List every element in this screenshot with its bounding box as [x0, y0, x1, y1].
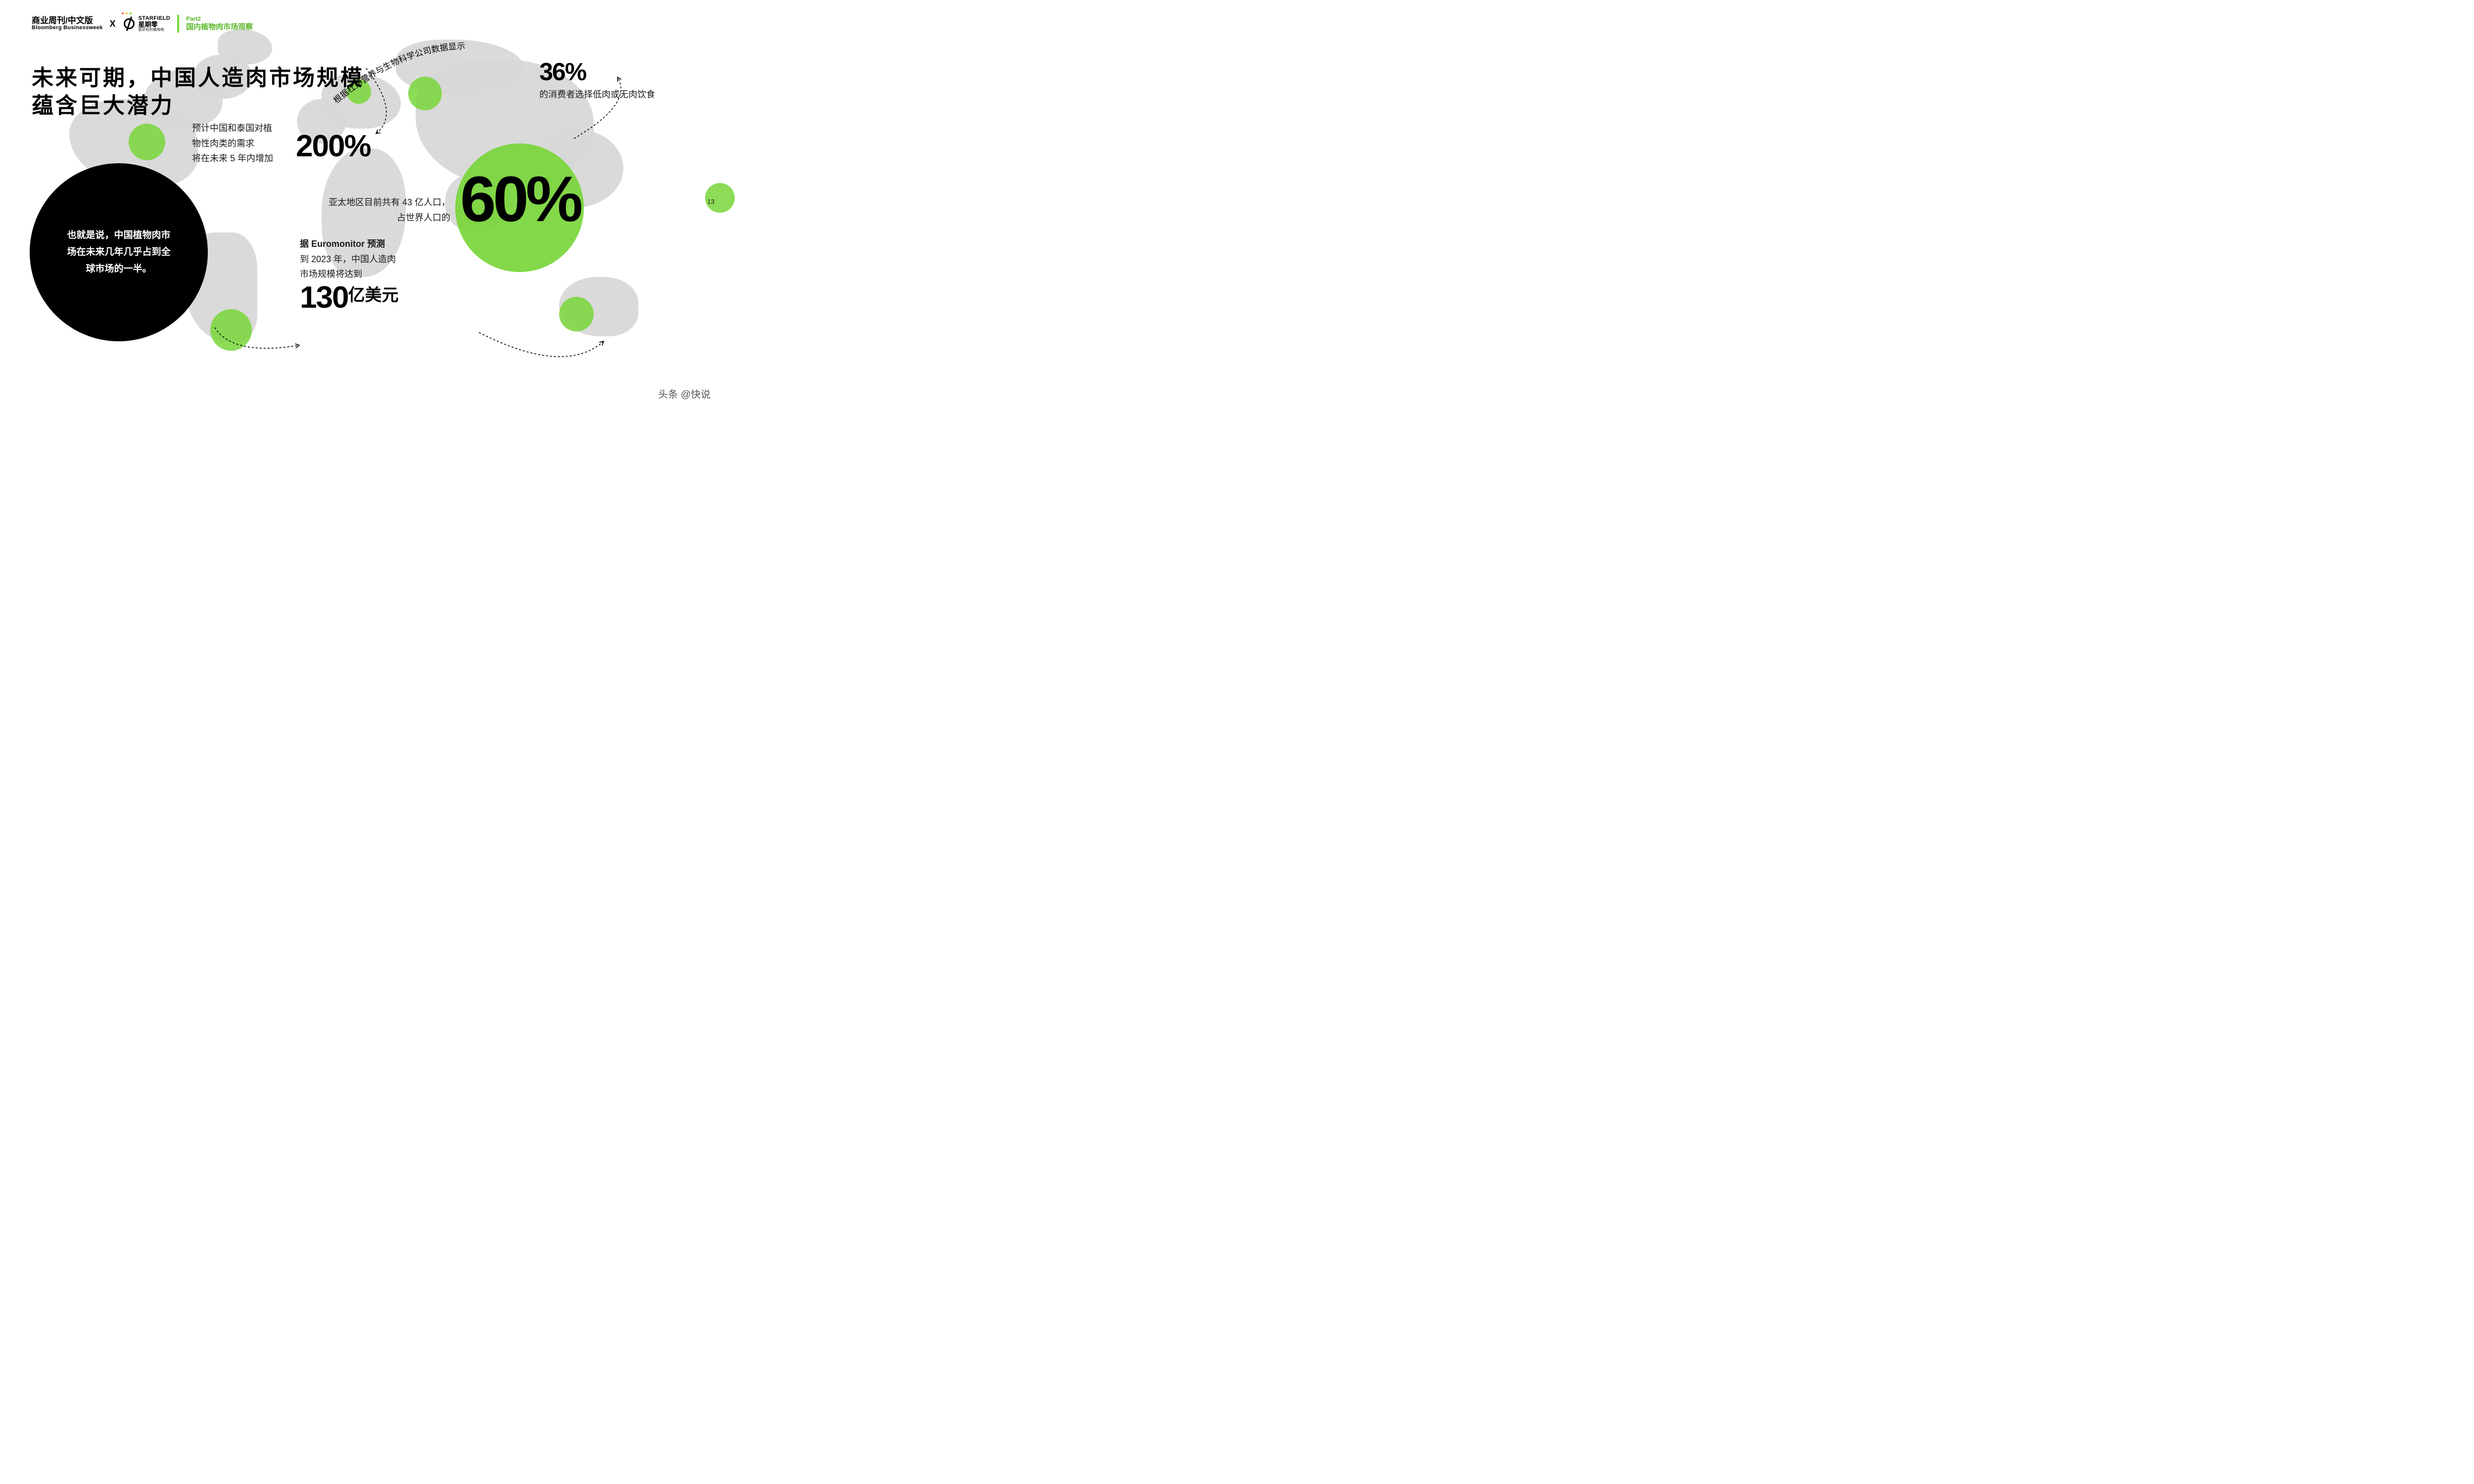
title-line2: 蕴含巨大潜力 [32, 93, 174, 118]
stat-130: 据 Euromonitor 预测 到 2023 年，中国人造肉 市场规模将达到 … [300, 236, 398, 315]
s200-l1: 预计中国和泰国对植 [192, 121, 296, 136]
s60-l1: 亚太地区目前共有 43 亿人口， [302, 195, 450, 210]
slide: 商业周刊/中文版 Bloomberg Businessweek X STARFI… [0, 0, 725, 408]
header-divider [177, 15, 179, 33]
watermark: 头条 @快说 [658, 386, 711, 401]
s60-l2: 占世界人口的 [302, 210, 450, 226]
sf-cn: 星期零 [139, 21, 171, 28]
stat-200-value: 200% [296, 129, 371, 164]
header: 商业周刊/中文版 Bloomberg Businessweek X STARFI… [32, 15, 253, 33]
stat-36-value: 36% [539, 59, 586, 84]
logo-bw-cn: 商业周刊/中文版 [32, 16, 103, 25]
x-separator: X [110, 19, 116, 29]
part-title: 国内植物肉市场观察 [186, 23, 253, 31]
s200-l3: 将在未来 5 年内增加 [192, 151, 296, 166]
stat-60-lead: 亚太地区目前共有 43 亿人口， 占世界人口的 [302, 195, 450, 225]
s130-value: 130 [300, 280, 348, 315]
stat-200-lead: 预计中国和泰国对植 物性肉类的需求 将在未来 5 年内增加 [192, 121, 296, 166]
page-title: 未来可期，中国人造肉市场规模 蕴含巨大潜力 [32, 64, 364, 120]
logo-starfield: STARFIELD 星期零 更好吃的植物肉 [123, 16, 171, 32]
title-line1: 未来可期，中国人造肉市场规模 [32, 66, 364, 90]
s130-title: 据 Euromonitor 预测 [300, 236, 398, 252]
part-label: Part2 国内植物肉市场观察 [186, 16, 253, 31]
starfield-icon [123, 17, 136, 30]
part-number: Part2 [186, 16, 253, 23]
page-number: 13 [708, 198, 714, 205]
stat-60-value: 60% [460, 170, 580, 228]
callout-black-circle: 也就是说，中国植物肉市场在未来几年几乎占到全球市场的一半。 [30, 163, 208, 341]
sf-sub: 更好吃的植物肉 [139, 28, 171, 32]
logo-bloomberg: 商业周刊/中文版 Bloomberg Businessweek [32, 16, 103, 31]
callout-text: 也就是说，中国植物肉市场在未来几年几乎占到全球市场的一半。 [64, 227, 173, 278]
s200-l2: 物性肉类的需求 [192, 136, 296, 151]
s130-suffix: 亿美元 [348, 286, 398, 305]
s130-l1: 到 2023 年，中国人造肉 [300, 252, 398, 267]
stat-36-lead: 的消费者选择低肉或无肉饮食 [539, 87, 655, 102]
logo-bw-en: Bloomberg Businessweek [32, 25, 103, 31]
